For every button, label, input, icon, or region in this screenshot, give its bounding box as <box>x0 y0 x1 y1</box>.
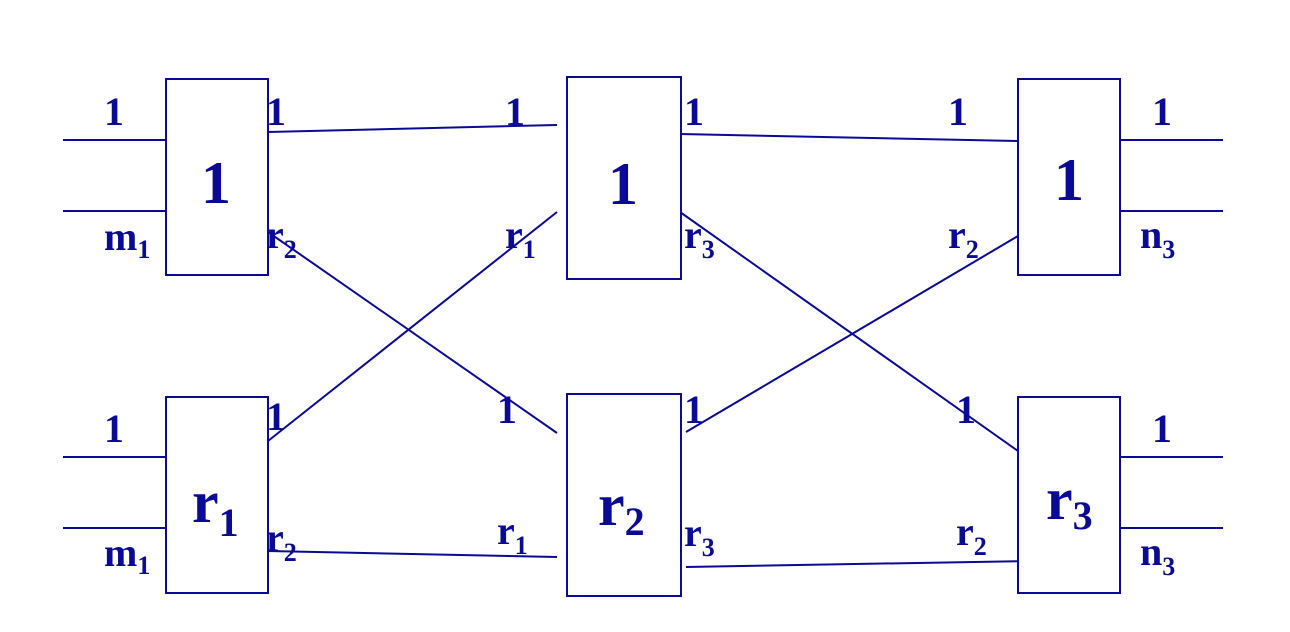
link-s2top-s3bottom <box>679 211 1019 452</box>
s1-bottom-in-first: 1 <box>104 406 124 451</box>
s3-bottom-in-first: 1 <box>956 387 976 432</box>
s2-bottom-out-last: r3 <box>684 510 715 562</box>
switch-s2-top <box>566 76 682 280</box>
s3-top-in-first: 1 <box>948 89 968 134</box>
s3-top-out-first: 1 <box>1152 89 1172 134</box>
s3-top-out-last: n3 <box>1140 212 1175 264</box>
switch-s2-bottom <box>566 393 682 597</box>
s2-top-out-first: 1 <box>684 89 704 134</box>
s3-bottom-name: r3 <box>1046 466 1093 538</box>
switch-s3-bottom <box>1017 396 1121 594</box>
s1-top-out-first: 1 <box>266 89 286 134</box>
s2-bottom-out-first: 1 <box>684 387 704 432</box>
link-s2top-s3top <box>679 133 1019 142</box>
s3-bottom-out-first: 1 <box>1152 406 1172 451</box>
s2-top-name: 1 <box>608 151 638 217</box>
s2-bottom-name: r2 <box>598 472 645 544</box>
s1-bottom-out-first: 1 <box>266 394 286 439</box>
s3-top-name: 1 <box>1054 147 1084 213</box>
s1-top-name: 1 <box>201 150 231 216</box>
s1-bottom-in-last: m1 <box>104 530 150 580</box>
switch-s1-bottom <box>165 396 269 594</box>
s2-top-in-last: r1 <box>505 212 536 264</box>
switch-s3-top <box>1017 78 1121 276</box>
s2-top-out-last: r3 <box>684 212 715 264</box>
s2-top-in-first: 1 <box>505 89 525 134</box>
s1-bottom-out-last: r2 <box>266 515 297 567</box>
link-s1top-s2bottom <box>267 231 558 434</box>
s3-bottom-out-last: n3 <box>1140 529 1175 581</box>
s1-top-out-last: r2 <box>266 212 297 264</box>
s2-bottom-in-last: r1 <box>497 508 528 560</box>
link-s2bottom-s3top <box>685 235 1019 433</box>
s2-bottom-in-first: 1 <box>497 387 517 432</box>
s1-top-in-last: m1 <box>104 214 150 264</box>
s1-bottom-name: r1 <box>192 469 239 545</box>
s3-bottom-in-last: r2 <box>956 509 987 561</box>
link-s1bottom-s2top <box>267 211 558 442</box>
s3-top-in-last: r2 <box>948 212 979 264</box>
link-s2bottom-s3bottom <box>685 560 1029 568</box>
link-s1bottom-s2bottom <box>267 550 558 558</box>
switch-s1-top <box>165 78 269 276</box>
link-s1top-s2top <box>267 124 558 133</box>
s1-top-in-first: 1 <box>104 89 124 134</box>
